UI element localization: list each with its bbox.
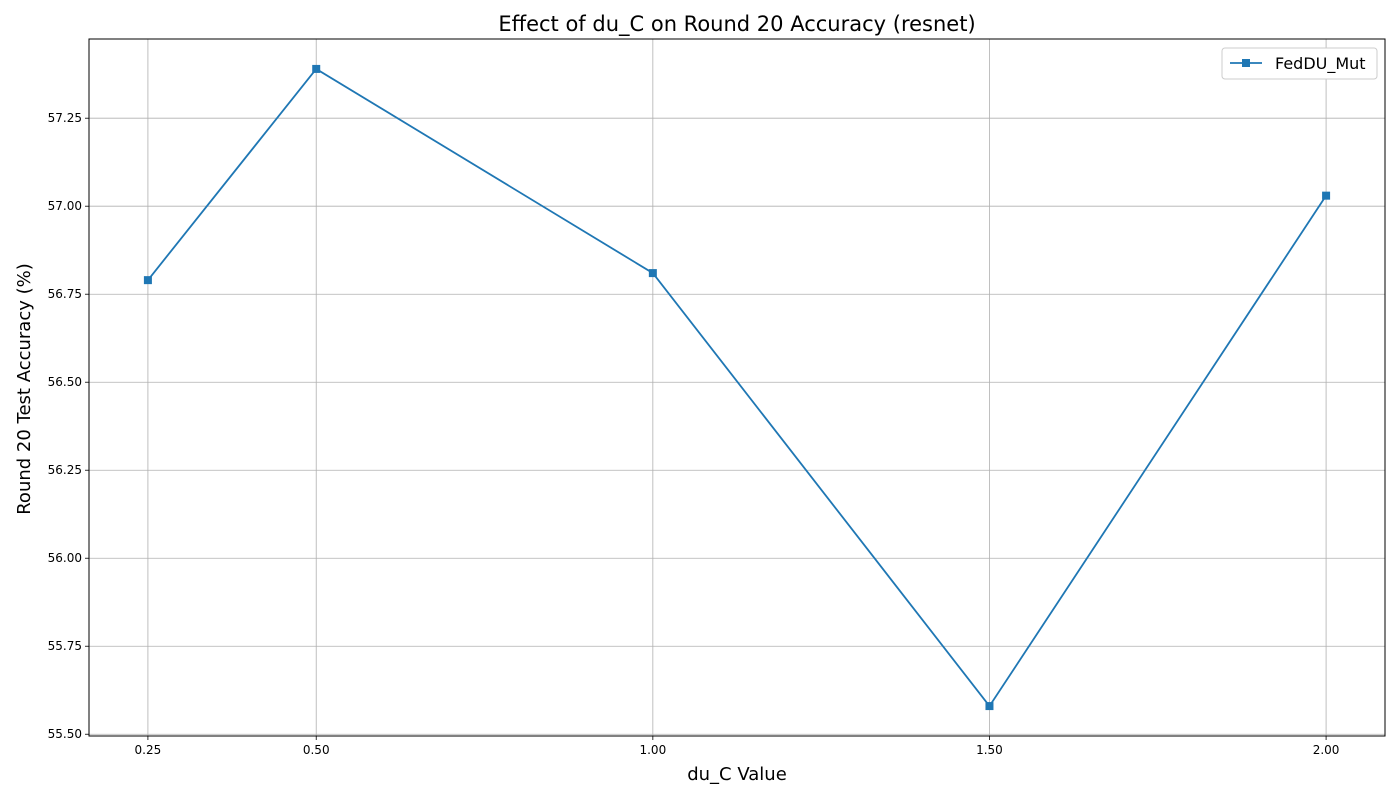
grid-lines <box>89 39 1385 736</box>
chart-title: Effect of du_C on Round 20 Accuracy (res… <box>498 12 975 37</box>
y-tick-label: 55.75 <box>48 639 82 653</box>
y-tick-label: 56.00 <box>48 551 82 565</box>
y-tick-label: 57.25 <box>48 111 82 125</box>
data-point <box>143 276 152 285</box>
x-tick-label: 1.50 <box>976 743 1003 757</box>
y-tick-label: 55.50 <box>48 727 82 741</box>
y-tick-label: 56.50 <box>48 375 82 389</box>
y-tick-label: 57.00 <box>48 199 82 213</box>
x-tick-label: 2.00 <box>1313 743 1340 757</box>
x-tick-label: 1.00 <box>639 743 666 757</box>
legend: FedDU_Mut <box>1221 47 1378 80</box>
x-tick-label: 0.50 <box>303 743 330 757</box>
data-point <box>1322 191 1331 200</box>
legend-marker <box>1242 59 1250 67</box>
data-point <box>985 702 994 711</box>
axis-ticks: 0.25 0.50 1.00 1.50 2.00 55.50 55.75 56.00 56.25… <box>48 111 1340 757</box>
x-tick-label: 0.25 <box>135 743 162 757</box>
y-tick-label: 56.75 <box>48 287 82 301</box>
legend-box <box>1221 47 1378 80</box>
data-point <box>648 269 657 278</box>
x-axis-title: du_C Value <box>687 764 787 785</box>
data-point <box>312 64 321 73</box>
y-axis-title: Round 20 Test Accuracy (%) <box>14 263 35 515</box>
series-layer <box>143 64 1331 711</box>
legend-label: FedDU_Mut <box>1275 54 1366 74</box>
y-tick-label: 56.25 <box>48 463 82 477</box>
plot-area-frame <box>88 38 1386 737</box>
